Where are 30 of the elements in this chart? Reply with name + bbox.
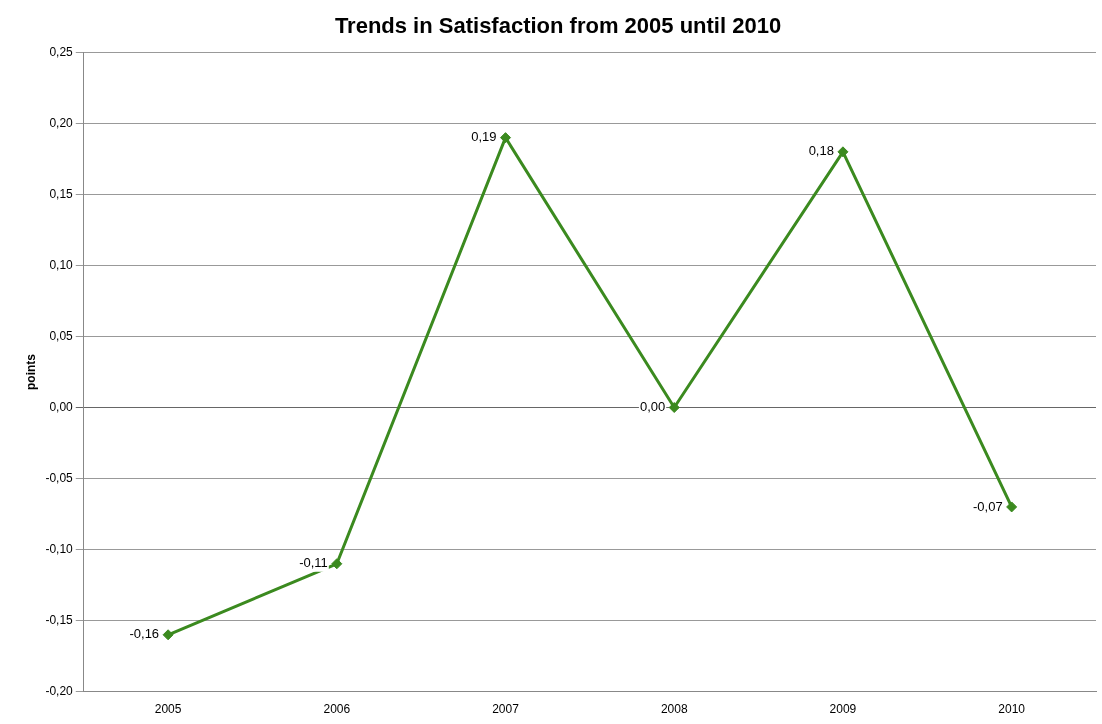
point <box>837 146 849 158</box>
x-tick-label: 2008 <box>660 702 688 717</box>
y-tick-label: -0,20 <box>45 683 74 698</box>
data-label: -0,11 <box>299 555 328 571</box>
chart-title: Trends in Satisfaction from 2005 until 2010 <box>334 13 782 39</box>
x-tick-label: 2006 <box>323 702 351 717</box>
data-label: 0,00 <box>639 399 666 415</box>
y-tick-label: 0,15 <box>49 186 74 201</box>
data-label: 0,18 <box>808 143 834 159</box>
point <box>668 402 680 414</box>
x-tick-label: 2005 <box>154 702 182 717</box>
x-tick-label: 2007 <box>492 702 520 717</box>
y-tick-label: 0,20 <box>49 115 74 130</box>
point <box>162 629 174 641</box>
x-tick-label: 2010 <box>998 702 1026 717</box>
y-tick-label: -0,05 <box>45 470 74 485</box>
y-tick-label: -0,15 <box>45 612 74 627</box>
y-tick-label: 0,05 <box>49 328 74 343</box>
data-label: -0,07 <box>973 498 1003 514</box>
point <box>331 558 343 570</box>
y-tick-label: 0,00 <box>49 399 74 414</box>
point <box>500 132 512 144</box>
y-axis-title: points <box>23 353 38 390</box>
point <box>1006 501 1018 513</box>
y-tick-label: 0,25 <box>49 44 74 59</box>
y-tick-label: 0,10 <box>49 257 74 272</box>
y-tick-label: -0,10 <box>45 541 74 556</box>
data-label: -0,16 <box>129 626 160 642</box>
x-tick-label: 2009 <box>829 702 857 717</box>
data-label: 0,19 <box>471 129 497 145</box>
